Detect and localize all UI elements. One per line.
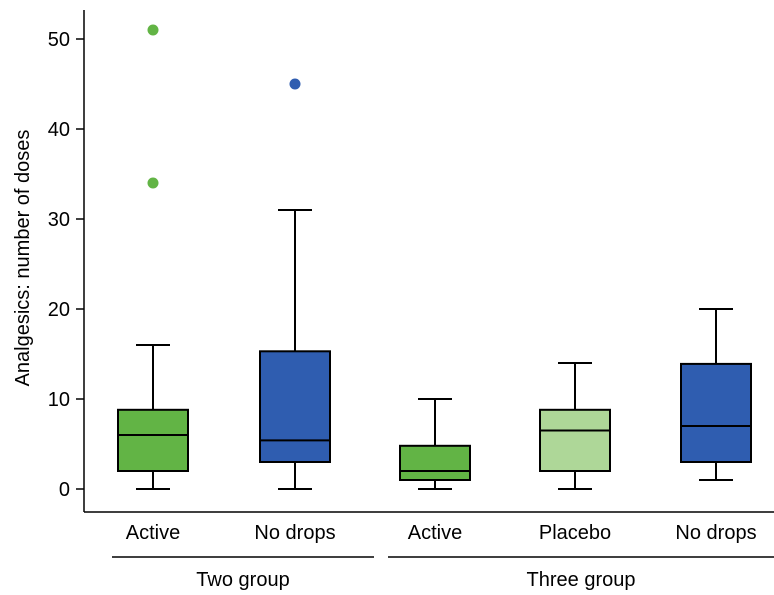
x-category-label: No drops [675,522,756,544]
group-brackets: Two group Three group [112,556,774,591]
boxes [117,24,752,490]
outlier-point [289,78,301,90]
x-category-label: Placebo [539,522,611,544]
y-tick-label: 50 [48,29,70,51]
box-1 [259,78,331,490]
box-0 [117,24,189,490]
iqr-box [399,444,471,481]
box-4 [680,308,752,481]
y-tick-label: 30 [48,209,70,231]
group-label: Two group [196,569,289,591]
x-category-label: Active [408,522,462,544]
x-category-label: No drops [254,522,335,544]
y-axis-title: Analgesics: number of doses [12,130,34,387]
x-category-label: Active [126,522,180,544]
box-2 [399,398,471,490]
iqr-box [117,408,189,472]
y-tick-label: 10 [48,389,70,411]
outlier-point [147,24,159,36]
box-3 [539,362,611,490]
group-label: Three group [527,569,636,591]
y-tick-label: 0 [59,479,70,501]
iqr-box [259,350,331,463]
y-axis: 0 10 20 30 40 50 [48,10,85,512]
outlier-point [147,177,159,189]
y-tick-label: 40 [48,119,70,141]
y-tick-label: 20 [48,299,70,321]
iqr-box [680,362,752,463]
x-axis: Active No drops Active Placebo No drops [84,511,774,544]
iqr-box [539,408,611,472]
